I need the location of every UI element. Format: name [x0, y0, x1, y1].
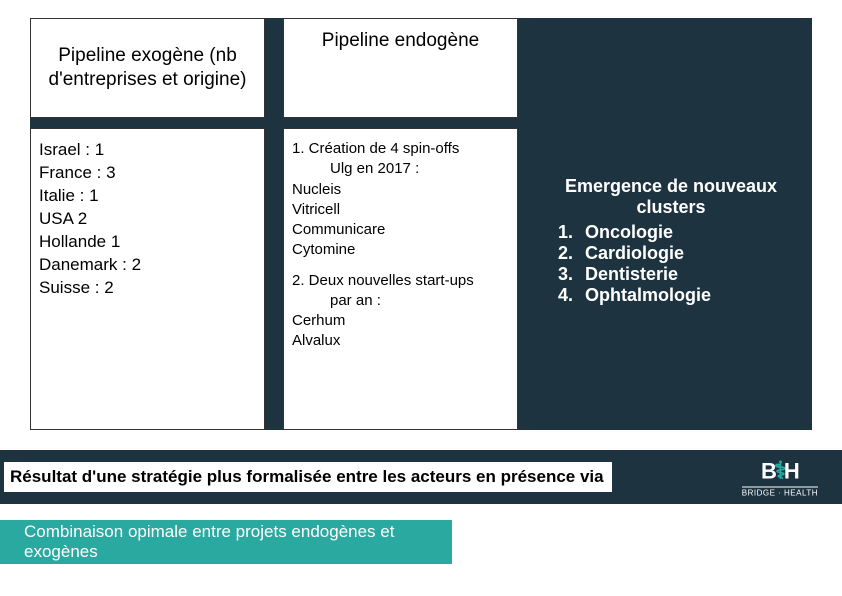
strategy-text: Résultat d'une stratégie plus formalisée…	[10, 467, 604, 487]
startup-sub: par an :	[292, 291, 509, 311]
spinoff-lead: 1. Création de 4 spin-offs	[292, 139, 509, 159]
clusters-title: Emergence de nouveaux clusters	[536, 176, 806, 218]
country-row: Italie : 1	[39, 185, 256, 208]
cluster-num: 2.	[558, 243, 573, 264]
cluster-num: 3.	[558, 264, 573, 285]
spacer	[292, 261, 509, 271]
clusters-block: Emergence de nouveaux clusters 1. Oncolog…	[536, 128, 806, 306]
startup-item: Alvalux	[292, 331, 509, 351]
body-endogene: 1. Création de 4 spin-offs Ulg en 2017 :…	[283, 128, 518, 430]
cluster-item: 1. Oncologie	[558, 222, 806, 243]
header-endogene: Pipeline endogène	[283, 18, 518, 118]
body-exogene: Israel : 1 France : 3 Italie : 1 USA 2 H…	[30, 128, 265, 430]
spinoff-item: Nucleis	[292, 180, 509, 200]
startup-item: Cerhum	[292, 311, 509, 331]
column-clusters: Emergence de nouveaux clusters 1. Oncolog…	[536, 18, 812, 430]
column-endogene: Pipeline endogène 1. Création de 4 spin-…	[283, 18, 518, 430]
bridge-health-logo: B ⚕ H BRIDGE · HEALTH	[742, 457, 818, 498]
startup-lead: 2. Deux nouvelles start-ups	[292, 271, 509, 291]
spinoff-sub: Ulg en 2017 :	[292, 159, 509, 179]
country-row: Hollande 1	[39, 231, 256, 254]
header-endogene-text: Pipeline endogène	[322, 29, 479, 53]
cluster-label: Dentisterie	[585, 264, 678, 285]
cluster-label: Ophtalmologie	[585, 285, 711, 306]
header-exogene: Pipeline exogène (nb d'entreprises et or…	[30, 18, 265, 118]
logo-top: B ⚕ H	[761, 457, 799, 486]
cluster-label: Oncologie	[585, 222, 673, 243]
column-exogene: Pipeline exogène (nb d'entreprises et or…	[30, 18, 265, 430]
cluster-label: Cardiologie	[585, 243, 684, 264]
spinoff-item: Vitricell	[292, 200, 509, 220]
logo-h: H	[784, 458, 799, 484]
clusters-list: 1.Oncologie 2.Cardiologie 3.Dentisterie …	[536, 222, 806, 306]
country-row: Suisse : 2	[39, 277, 256, 300]
combination-text: Combinaison opimale entre projets endogè…	[24, 522, 452, 562]
strategy-text-wrap: Résultat d'une stratégie plus formalisée…	[4, 462, 612, 492]
spinoff-item: Cytomine	[292, 240, 509, 260]
logo-subtitle: BRIDGE · HEALTH	[742, 487, 818, 498]
spinoff-item: Communicare	[292, 220, 509, 240]
cluster-num: 1.	[558, 222, 573, 243]
main-panel: Pipeline exogène (nb d'entreprises et or…	[30, 18, 812, 430]
cluster-item: 4. Ophtalmologie	[558, 285, 806, 306]
country-row: Israel : 1	[39, 139, 256, 162]
cluster-num: 4.	[558, 285, 573, 306]
country-row: France : 3	[39, 162, 256, 185]
country-row: Danemark : 2	[39, 254, 256, 277]
cluster-item: 3. Dentisterie	[558, 264, 806, 285]
strategy-bar: Résultat d'une stratégie plus formalisée…	[0, 450, 842, 504]
combination-bar: Combinaison opimale entre projets endogè…	[0, 520, 452, 564]
country-row: USA 2	[39, 208, 256, 231]
header-exogene-text: Pipeline exogène (nb d'entreprises et or…	[39, 44, 256, 92]
header-clusters-empty	[536, 18, 806, 118]
cluster-item: 2. Cardiologie	[558, 243, 806, 264]
